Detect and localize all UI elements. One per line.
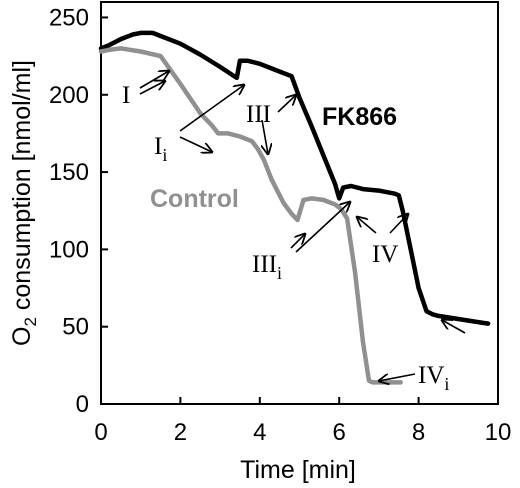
arrow-IVi-to-fk866: [442, 320, 466, 334]
series-line-fk866: [98, 30, 491, 326]
x-axis-title: Time [min]: [240, 456, 356, 484]
series-line-control: [98, 46, 403, 385]
annotation-I: I: [122, 82, 130, 109]
y-axis-title: O2 consumption [nmol/ml]: [8, 60, 40, 346]
y-tick-label: 150: [49, 159, 89, 186]
x-tick-label: 0: [94, 419, 107, 446]
x-tick-label: 8: [412, 419, 425, 446]
arrow-III-to-control: [262, 119, 268, 154]
annotation-arrows: [139, 71, 466, 381]
x-tick-label: 2: [174, 419, 187, 446]
series-label-fk866: FK866: [322, 103, 397, 131]
annotation-Ii: Ii: [154, 133, 167, 165]
arrow-IIIi-to-control: [290, 234, 305, 249]
x-tick-label: 6: [333, 419, 346, 446]
arrow-Ii-to-control: [179, 136, 212, 152]
annotation-IVi: IVi: [418, 362, 449, 394]
y-tick-label: 50: [62, 314, 89, 341]
annotation-IV: IV: [372, 241, 398, 268]
arrow-IV-to-fk866: [389, 214, 408, 234]
y-tick-label: 200: [49, 82, 89, 109]
arrow-IIIi-to-fk866: [295, 202, 350, 253]
series-layer: [98, 30, 491, 385]
y-tick-label: 100: [49, 236, 89, 263]
y-tick-label: 0: [76, 391, 89, 418]
arrow-I-to-control: [139, 81, 165, 95]
annotation-III: III: [246, 101, 271, 128]
arrow-I-to-fk866: [139, 71, 169, 89]
annotation-IIIi: IIIi: [252, 251, 282, 283]
y-tick-label: 250: [49, 4, 89, 31]
arrow-IV-to-control: [357, 217, 377, 234]
arrow-Ii-to-fk866: [179, 85, 244, 132]
x-tick-label: 10: [485, 419, 512, 446]
series-label-control: Control: [150, 185, 239, 213]
arrow-IVi-to-control: [379, 373, 416, 381]
x-tick-label: 4: [253, 419, 266, 446]
plot-frame: [100, 1, 499, 405]
arrow-III-to-fk866: [277, 95, 296, 113]
